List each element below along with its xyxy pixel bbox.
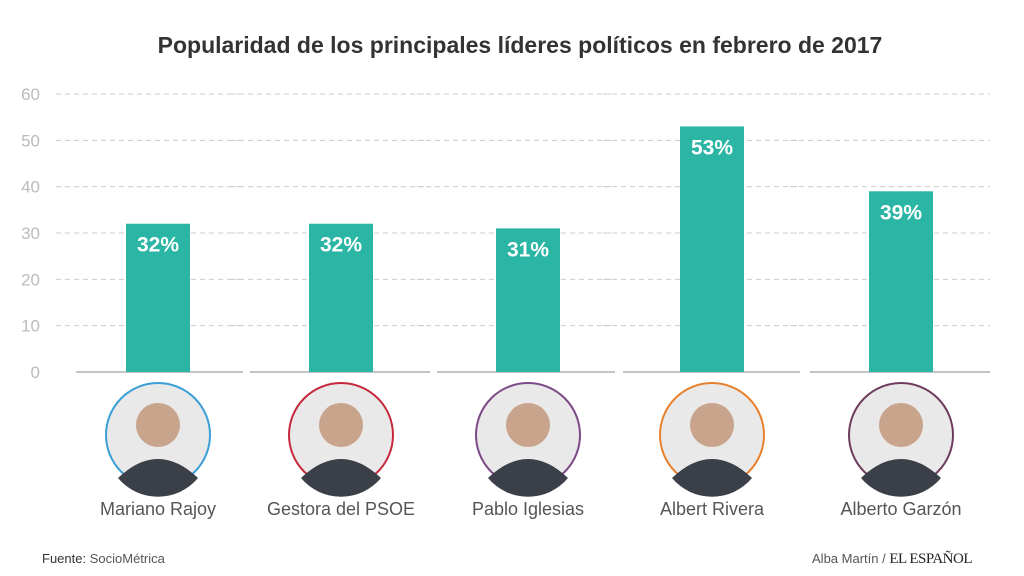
portrait-face [506,403,550,447]
bar [869,191,933,372]
data-label: 32% [137,234,179,257]
category-label: Albert Rivera [660,499,765,519]
portrait-face [319,403,363,447]
chart-title: Popularidad de los principales líderes p… [158,32,883,58]
source-note: Fuente: SocioMétrica [42,551,165,566]
portrait-4 [848,382,954,497]
source-name: SocioMétrica [89,551,165,566]
portrait-body [118,459,198,497]
portrait-body [861,459,941,497]
data-label: 32% [320,234,362,257]
portrait-1 [288,382,394,497]
bar [126,223,190,372]
portrait-3 [659,382,765,497]
author: Alba Martín / [812,551,886,566]
portrait-body [488,459,568,497]
credit: Alba Martín / EL ESPAÑOL [812,551,972,568]
data-label: 53% [691,136,733,159]
brand-logo: EL ESPAÑOL [889,551,972,567]
y-tick-label: 10 [21,317,40,336]
y-tick-label: 60 [21,85,40,104]
y-tick-label: 20 [21,270,40,289]
category-label: Gestora del PSOE [267,499,415,519]
bar [680,126,744,372]
bar [309,223,373,372]
source-label: Fuente: [42,551,87,566]
bar [496,228,560,372]
y-tick-label: 30 [21,224,40,243]
portrait-face [879,403,923,447]
y-tick-label: 50 [21,131,40,150]
data-label: 39% [880,201,922,224]
data-label: 31% [507,238,549,261]
portrait-face [136,403,180,447]
category-label: Alberto Garzón [840,499,961,519]
category-label: Mariano Rajoy [100,499,216,519]
y-tick-label: 0 [31,363,40,382]
portrait-0 [105,382,211,497]
portrait-body [672,459,752,497]
portrait-body [301,459,381,497]
category-label: Pablo Iglesias [472,499,584,519]
portrait-2 [475,382,581,497]
y-tick-label: 40 [21,178,40,197]
portrait-face [690,403,734,447]
